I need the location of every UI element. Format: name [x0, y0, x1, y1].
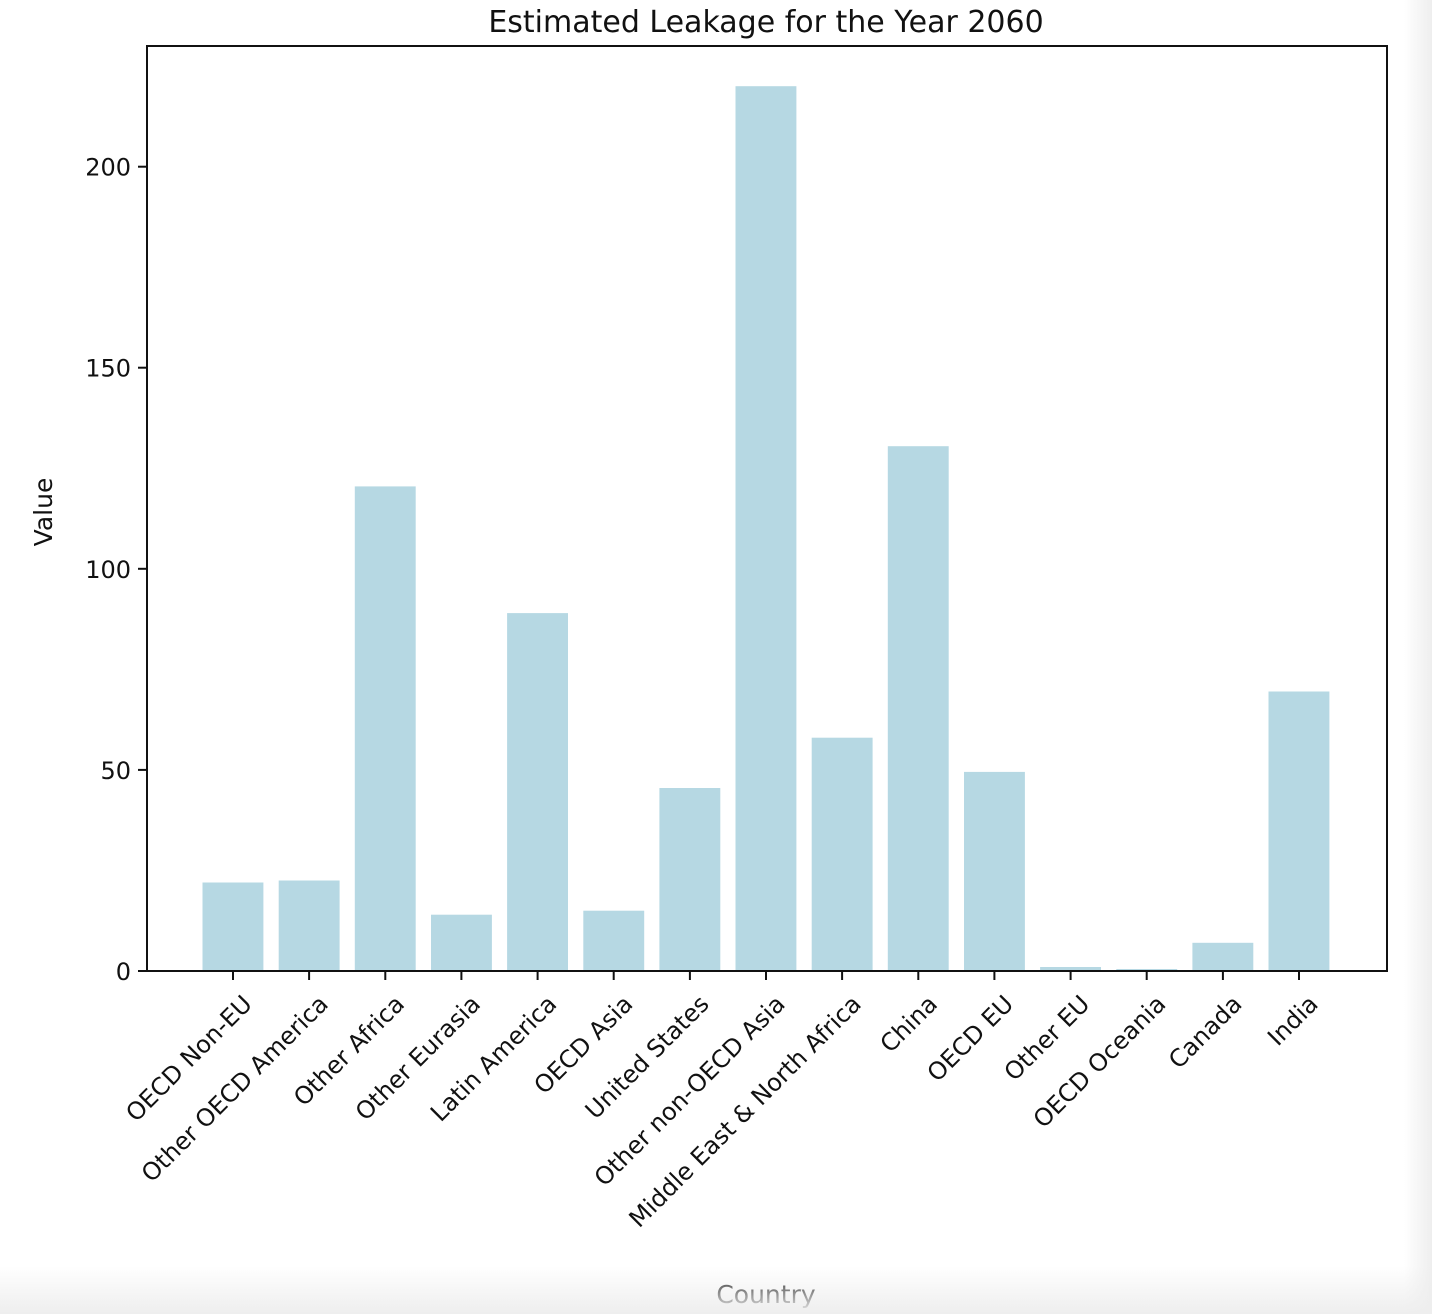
- bar: [583, 910, 645, 971]
- x-tick-label: OECD Non-EU: [120, 990, 257, 1127]
- bar: [354, 486, 416, 971]
- bars-group: [202, 86, 1330, 971]
- bar: [887, 446, 949, 971]
- y-tick-label: 150: [85, 355, 131, 383]
- bar: [659, 788, 721, 971]
- bar: [1268, 691, 1330, 971]
- x-tick-label: Canada: [1163, 990, 1247, 1074]
- bar: [735, 86, 797, 971]
- window-edge-shadow: [1404, 0, 1432, 1314]
- x-axis-label: Country: [716, 1280, 816, 1309]
- x-tick-label: India: [1262, 990, 1323, 1051]
- bar: [1192, 942, 1254, 971]
- y-tick-label: 50: [100, 757, 131, 785]
- y-axis-label: Value: [29, 478, 58, 547]
- bar: [202, 882, 264, 971]
- bar: [811, 737, 873, 971]
- bar: [507, 613, 568, 971]
- bar: [964, 771, 1025, 971]
- bar: [1040, 967, 1101, 971]
- y-tick-label: 0: [116, 958, 131, 986]
- bar: [431, 914, 492, 971]
- bar: [278, 880, 340, 971]
- chart-title: Estimated Leakage for the Year 2060: [488, 5, 1043, 40]
- x-tick-label: OECD Oceania: [1028, 990, 1172, 1134]
- y-axis-ticks: 0 50 100 150 200: [85, 154, 147, 986]
- x-tick-label: China: [875, 990, 943, 1058]
- y-tick-label: 200: [85, 154, 131, 182]
- y-tick-label: 100: [85, 556, 131, 584]
